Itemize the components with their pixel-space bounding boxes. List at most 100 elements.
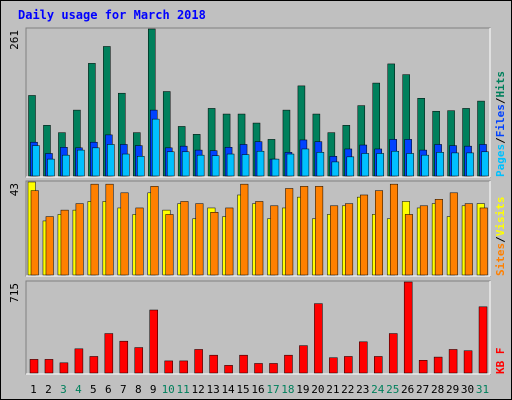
bar-pages: [451, 152, 459, 177]
bar-pages: [107, 144, 115, 177]
panel-visits-sites: 43 Sites/Visits: [8, 180, 507, 277]
bar-kbf: [374, 356, 383, 374]
bar-sites: [300, 186, 309, 276]
y-max-label: 43: [8, 183, 21, 196]
bar-pages: [301, 148, 310, 177]
bar-sites: [210, 212, 219, 276]
bar-kbf: [74, 348, 84, 374]
legend: KB F: [494, 348, 507, 375]
x-tick-label: 8: [135, 383, 142, 396]
bar-sites: [375, 190, 384, 276]
x-axis-labels: 1 2 3 4 5 6 7 8 9 10 11 12 13 14 15 16 17 18 19 20 21 22 23 24 2…: [30, 383, 489, 396]
legend-entry: /: [494, 236, 507, 243]
x-tick-label: 1: [30, 383, 37, 396]
bar-kbf: [164, 360, 173, 374]
bar-kbf: [314, 303, 323, 374]
bar-sites: [449, 192, 458, 276]
bar-kbf: [359, 341, 368, 374]
bar-pages: [391, 150, 399, 177]
legend: Pages/Files/Hits: [494, 71, 507, 177]
legend-entry: /: [494, 137, 507, 144]
bar-pages: [331, 161, 340, 177]
bar-sites: [240, 183, 249, 276]
bar-sites: [404, 214, 413, 276]
x-tick-label: 16: [251, 383, 264, 396]
x-tick-label: 26: [401, 383, 414, 396]
bar-pages: [47, 158, 55, 177]
bar-sites: [135, 207, 144, 276]
x-tick-label: 22: [341, 383, 354, 396]
bar-sites: [90, 183, 99, 276]
x-tick-label: 28: [431, 383, 444, 396]
bar-sites: [285, 188, 294, 276]
x-tick-label: 9: [150, 383, 157, 396]
bar-kbf: [418, 360, 428, 374]
x-tick-label: 12: [192, 383, 205, 396]
bar-kbf: [388, 333, 398, 374]
bar-kbf: [478, 306, 488, 374]
bar-pages: [226, 153, 235, 177]
bar-sites: [60, 209, 69, 276]
bar-kbf: [104, 333, 114, 374]
bar-kbf: [403, 281, 413, 374]
bar-pages: [406, 153, 414, 177]
bar-sites: [419, 205, 428, 276]
legend-entry: /: [494, 97, 507, 104]
x-tick-label: 17: [266, 383, 279, 396]
bar-sites: [270, 205, 279, 276]
panel-kb-f: 715 KB F: [8, 280, 507, 375]
x-tick-label: 15: [236, 383, 249, 396]
bar-sites: [255, 201, 264, 276]
y-max-label: 715: [8, 283, 21, 303]
bar-pages: [256, 150, 265, 177]
bar-kbf: [194, 349, 203, 374]
legend-entry: Sites: [494, 243, 507, 276]
legend-entry: KB F: [494, 348, 507, 375]
x-tick-label: 7: [120, 383, 127, 396]
x-tick-label: 24: [371, 383, 385, 396]
legend-entry: Files: [494, 104, 507, 137]
x-tick-label: 21: [326, 383, 339, 396]
bar-kbf: [44, 359, 54, 374]
bar-kbf: [433, 356, 443, 374]
bar-sites: [120, 192, 129, 276]
bar-sites: [360, 194, 369, 276]
x-tick-label: 4: [75, 383, 82, 396]
legend-entry: Visits: [494, 197, 507, 237]
x-tick-label: 5: [90, 383, 97, 396]
bar-kbf: [329, 357, 338, 374]
bar-pages: [316, 152, 325, 177]
bar-sites: [105, 183, 114, 276]
bar-sites: [45, 216, 54, 276]
bar-kbf: [179, 360, 188, 374]
bar-kbf: [29, 359, 39, 374]
bar-sites: [225, 207, 234, 276]
bar-sites: [330, 205, 339, 276]
bar-pages: [92, 147, 100, 177]
bar-sites: [165, 214, 174, 276]
bar-kbf: [269, 363, 278, 374]
bar-sites: [315, 186, 324, 276]
bar-sites: [150, 186, 159, 276]
x-tick-label: 3: [60, 383, 67, 396]
bar-pages: [137, 156, 145, 177]
bar-sites: [479, 207, 488, 276]
x-tick-label: 29: [446, 383, 459, 396]
chart-title: Daily usage for March 2018: [18, 8, 206, 22]
bar-pages: [211, 155, 220, 177]
bar-pages: [346, 156, 355, 177]
bars: [27, 181, 488, 276]
bar-sites: [30, 190, 39, 276]
bar-kbf: [463, 350, 473, 374]
bar-pages: [376, 153, 385, 177]
bar-sites: [389, 183, 398, 276]
bar-pages: [166, 151, 175, 177]
x-tick-label: 18: [281, 383, 294, 396]
x-tick-label: 2: [45, 383, 52, 396]
bar-sites: [75, 203, 84, 276]
bar-kbf: [284, 354, 293, 374]
x-tick-label: 6: [105, 383, 112, 396]
